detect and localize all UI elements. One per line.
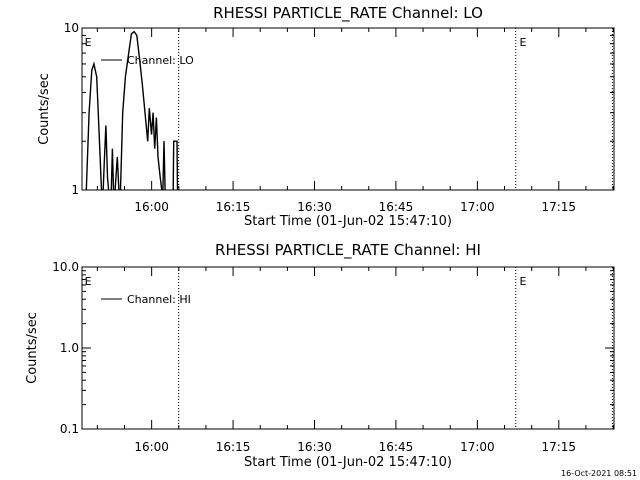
panel-1-series-line bbox=[172, 140, 179, 191]
panel-1-legend-label: Channel: LO bbox=[127, 54, 194, 67]
panel-2-x-tick-label: 16:00 bbox=[134, 440, 169, 454]
panel-1-series-line bbox=[119, 30, 149, 191]
panel-1-series-line bbox=[147, 108, 153, 142]
panel-1-event-marker: E bbox=[85, 36, 92, 49]
panel-2-title: RHESSI PARTICLE_RATE Channel: HI bbox=[215, 241, 481, 260]
panel-2-x-tick-label: 16:30 bbox=[297, 440, 332, 454]
panel-2-x-tick-label: 17:15 bbox=[541, 440, 576, 454]
panel-1-x-tick-label: 16:15 bbox=[216, 200, 251, 214]
timestamp: 16-Oct-2021 08:51 bbox=[561, 469, 637, 478]
panel-1-x-tick-label: 16:45 bbox=[379, 200, 414, 214]
panel-2-y-axis-label: Counts/sec bbox=[25, 312, 40, 384]
panel-1-x-tick-label: 17:00 bbox=[460, 200, 495, 214]
panel-2-plot-frame bbox=[81, 266, 615, 430]
panel-2-legend-label: Channel: HI bbox=[127, 293, 191, 306]
panel-2-y-tick-label: 1.0 bbox=[60, 341, 79, 355]
panel-1-series-line bbox=[110, 148, 115, 191]
panel-2-y-tick-label: 0.1 bbox=[60, 422, 79, 436]
panel-1-series-line bbox=[154, 117, 163, 191]
panel-1-plot-frame bbox=[81, 27, 615, 191]
panel-1-x-axis-label: Start Time (01-Jun-02 15:47:10) bbox=[244, 214, 452, 229]
panel-2-x-axis-label: Start Time (01-Jun-02 15:47:10) bbox=[244, 455, 452, 470]
panel-1-series-line bbox=[102, 125, 110, 191]
panel-1-x-tick-label: 16:30 bbox=[297, 200, 332, 214]
panel-1-series-line bbox=[150, 112, 156, 149]
panel-2-x-tick-label: 16:15 bbox=[216, 440, 251, 454]
panel-1-x-tick-label: 17:15 bbox=[541, 200, 576, 214]
panel-2-x-tick-label: 16:45 bbox=[379, 440, 414, 454]
panel-1-series-line bbox=[162, 141, 166, 191]
panel-2-event-marker: E bbox=[85, 275, 92, 288]
panel-2-y-tick-label: 10.0 bbox=[52, 260, 79, 274]
panel-1-series-line bbox=[114, 156, 120, 191]
panel-1-title: RHESSI PARTICLE_RATE Channel: LO bbox=[213, 4, 483, 23]
panel-1-series-line bbox=[85, 61, 103, 191]
panel-1-y-tick-label: 1 bbox=[71, 183, 79, 197]
panel-2-event-marker: E bbox=[519, 275, 526, 288]
panel-1-y-tick-label: 10 bbox=[64, 21, 79, 35]
panel-2-x-tick-label: 17:00 bbox=[460, 440, 495, 454]
panel-1-event-marker: E bbox=[519, 36, 526, 49]
panel-1-y-axis-label: Counts/sec bbox=[37, 73, 52, 145]
panel-1-x-tick-label: 16:00 bbox=[134, 200, 169, 214]
